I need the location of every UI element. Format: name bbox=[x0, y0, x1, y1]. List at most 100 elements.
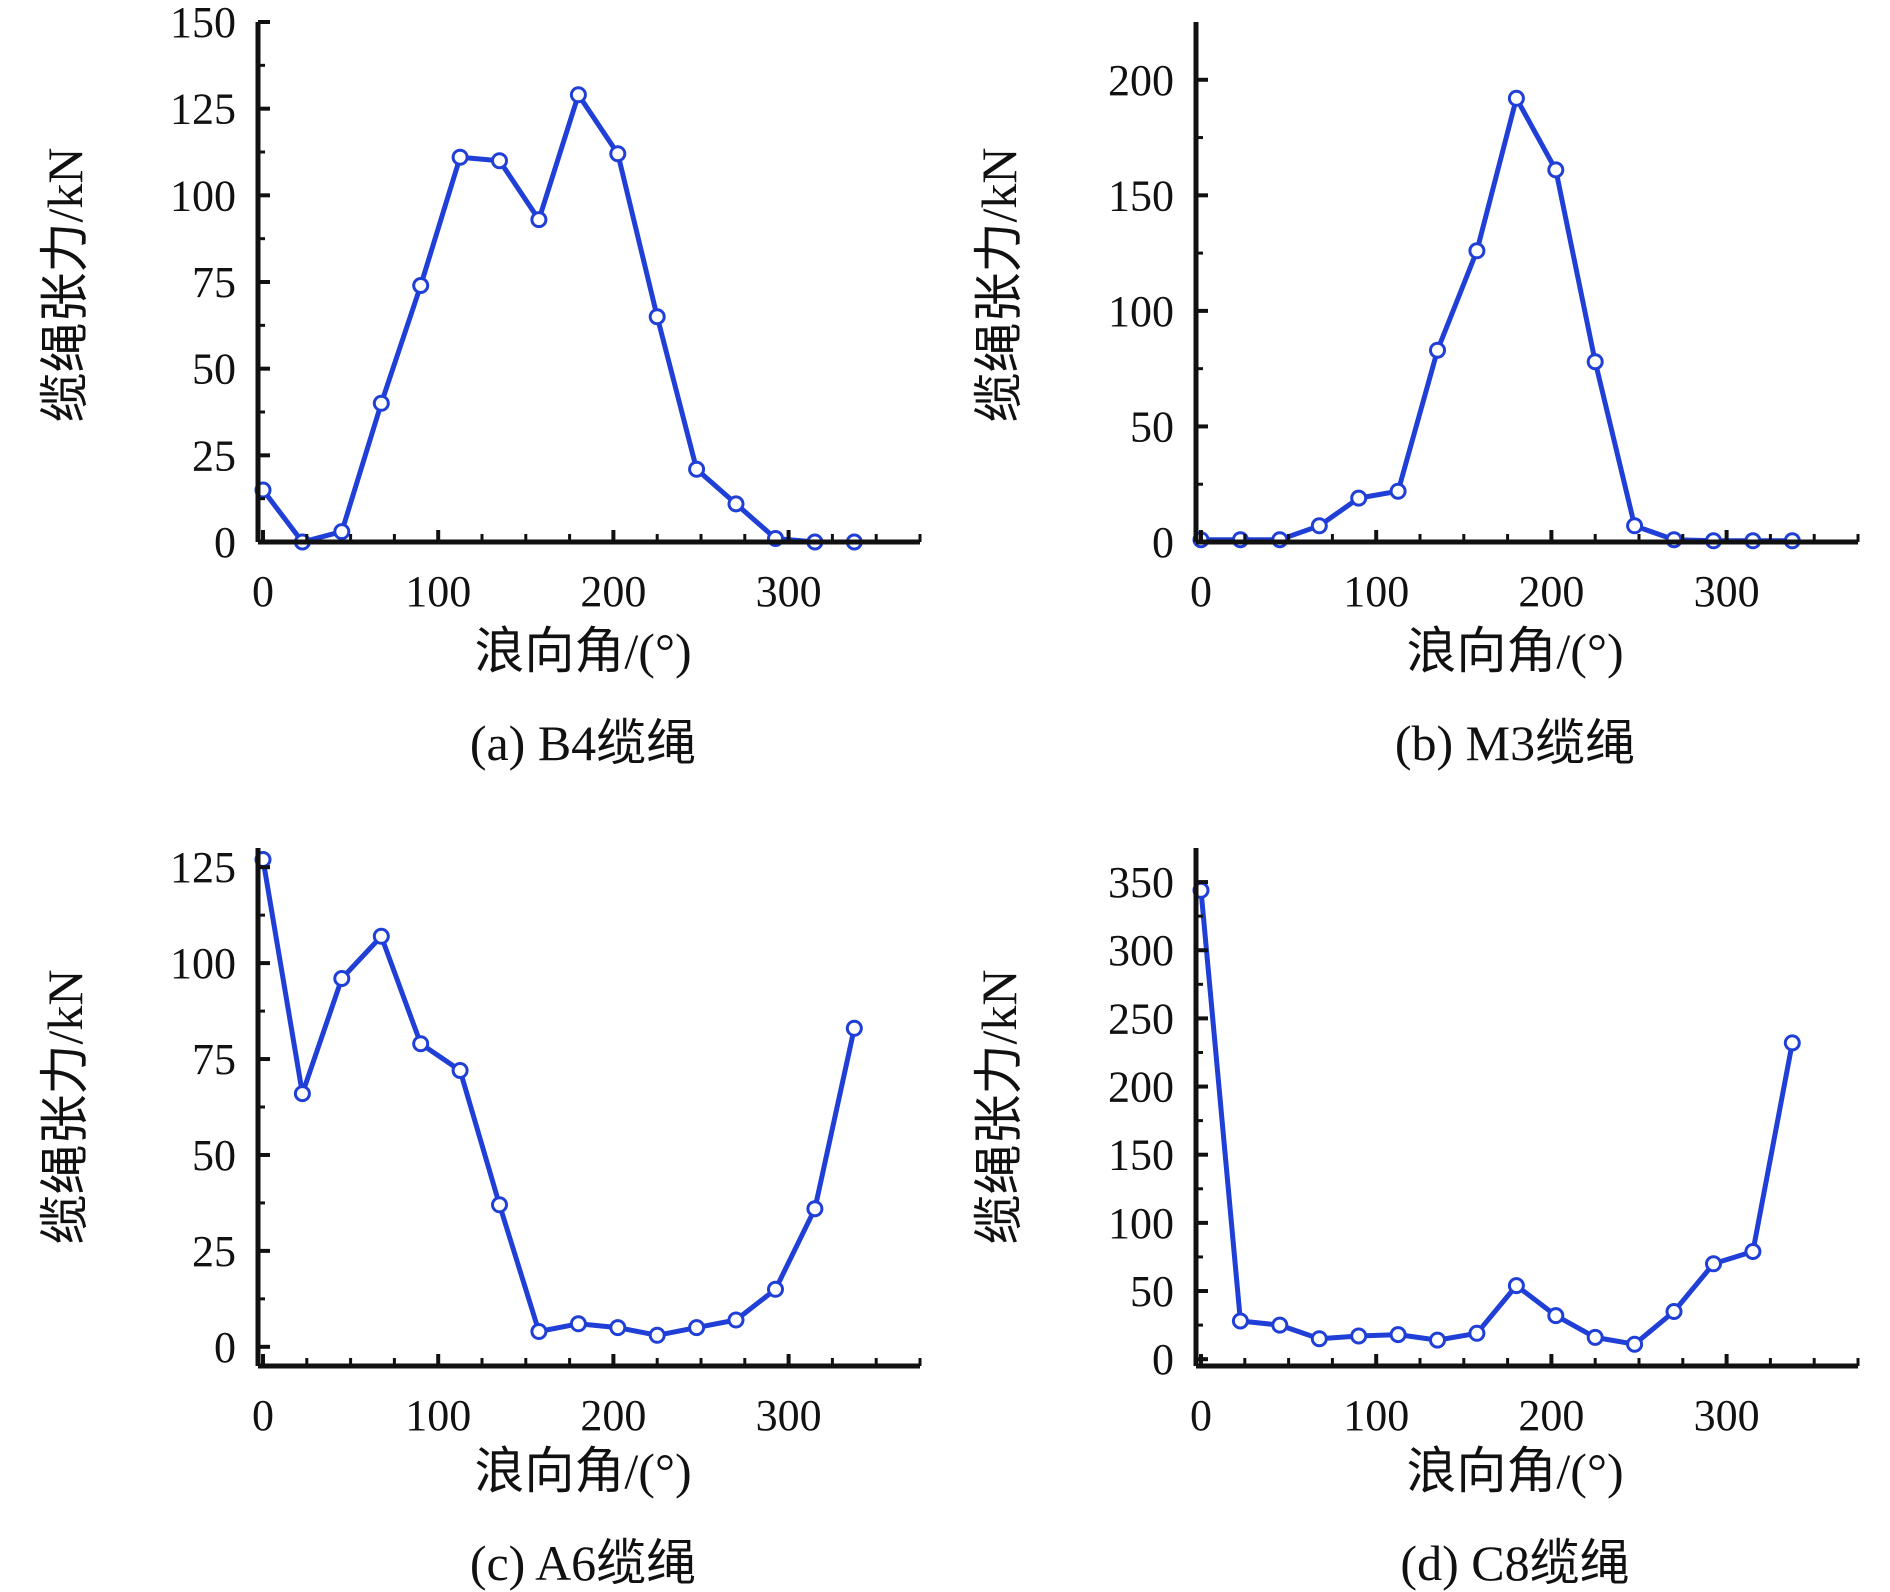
panel-d-data-point bbox=[1586, 1328, 1604, 1346]
panel-c-y-tick-label: 0 bbox=[214, 1323, 236, 1372]
panel-c-series bbox=[254, 851, 863, 1344]
panel-b-y-tick-label: 100 bbox=[1108, 287, 1174, 336]
panel-d-series-line bbox=[1198, 890, 1795, 1347]
panel-c-data-point bbox=[806, 1200, 824, 1218]
panel-c-y-axis-title: 缆绳张力/kN bbox=[37, 970, 93, 1245]
panel-b-data-point bbox=[1468, 242, 1486, 260]
panel-b-caption: (b) M3缆绳 bbox=[1395, 715, 1635, 771]
panel-d-caption: (d) C8缆绳 bbox=[1400, 1535, 1629, 1591]
panel-b-y-tick-label: 50 bbox=[1130, 402, 1174, 451]
panel-d-x-tick-label: 300 bbox=[1694, 1391, 1760, 1440]
panel-b-data-point bbox=[1547, 161, 1565, 179]
panel-c-y-tick-label: 75 bbox=[192, 1035, 236, 1084]
panel-d-y-tick-label: 250 bbox=[1108, 994, 1174, 1043]
panel-c-data-point bbox=[530, 1323, 548, 1340]
panel-d-x-tick-label: 0 bbox=[1190, 1391, 1212, 1440]
panel-b-data-point bbox=[1350, 489, 1368, 507]
panel-c-data-point bbox=[372, 927, 390, 945]
panel-d-x-tick-label: 200 bbox=[1518, 1391, 1584, 1440]
panel-c-data-point bbox=[648, 1326, 666, 1344]
panel-a-data-point bbox=[333, 523, 351, 541]
panel-c-x-tick-label: 300 bbox=[756, 1391, 822, 1440]
panel-b-data-point bbox=[1389, 482, 1407, 500]
panel-d-data-point bbox=[1429, 1331, 1446, 1349]
panel-d-y-tick-label: 300 bbox=[1108, 926, 1174, 975]
panel-a-data-point bbox=[412, 277, 430, 294]
panel-a-y-tick-label: 0 bbox=[214, 518, 236, 567]
panel-b-y-tick-label: 200 bbox=[1108, 56, 1174, 105]
panel-b-series-line bbox=[1201, 95, 1793, 544]
panel-a-y-axis-title: 缆绳张力/kN bbox=[37, 148, 93, 423]
panel-d-y-axis-title: 缆绳张力/kN bbox=[971, 970, 1027, 1245]
panel-a-x-tick-label: 0 bbox=[252, 567, 274, 616]
panel-b-x-axis-title: 浪向角/(°) bbox=[1406, 623, 1623, 679]
panel-d-data-point bbox=[1231, 1312, 1249, 1330]
panel-b-data-point bbox=[1429, 341, 1446, 359]
panel-a-data-point bbox=[609, 145, 627, 163]
panel-d-y-tick-label: 150 bbox=[1108, 1131, 1174, 1180]
panel-b-x-tick-label: 200 bbox=[1518, 567, 1584, 616]
panel-b-x-tick-label: 300 bbox=[1694, 567, 1760, 616]
panel-c-ticks: 0 25 50 75 100 125 0 100 200 300 bbox=[170, 843, 922, 1440]
panel-a-data-point bbox=[648, 308, 666, 326]
panel-d-ticks: 0 50 100 150 200 250 300 350 0 100 200 300 bbox=[1108, 858, 1860, 1440]
panel-c-x-axis-title: 浪向角/(°) bbox=[474, 1443, 691, 1499]
panel-c-data-point bbox=[333, 970, 351, 987]
panel-a-x-tick-label: 100 bbox=[405, 567, 471, 616]
panel-a-y-tick-label: 25 bbox=[192, 431, 236, 480]
panel-d-y-tick-label: 350 bbox=[1108, 858, 1174, 907]
panel-b-data-point bbox=[1626, 517, 1644, 535]
panel-b-data-point bbox=[1310, 517, 1328, 535]
panel-b: 0 50 100 150 200 0 100 200 300 缆绳张力/kN 浪向角/(°) (… bbox=[971, 22, 1860, 771]
panel-a-x-axis-title: 浪向角/(°) bbox=[474, 623, 691, 679]
panel-c-data-point bbox=[569, 1315, 587, 1333]
panel-c-data-point bbox=[845, 1019, 863, 1037]
panel-a-data-point bbox=[372, 394, 390, 412]
panel-c-data-point bbox=[688, 1319, 706, 1337]
panel-d-data-point bbox=[1783, 1034, 1801, 1052]
panel-d-y-tick-label: 100 bbox=[1108, 1199, 1174, 1248]
panel-d-x-tick-label: 100 bbox=[1343, 1391, 1409, 1440]
panel-d-y-tick-label: 50 bbox=[1130, 1267, 1174, 1316]
panel-d-data-point bbox=[1744, 1243, 1762, 1260]
panel-c-data-point bbox=[451, 1062, 469, 1079]
panel-c-y-tick-label: 25 bbox=[192, 1227, 236, 1276]
panel-c-y-tick-label: 125 bbox=[170, 843, 236, 892]
panel-b-y-tick-label: 150 bbox=[1108, 171, 1174, 220]
panel-d-data-point bbox=[1310, 1330, 1328, 1348]
panel-b-data-point bbox=[1507, 89, 1525, 107]
panel-c-y-tick-label: 100 bbox=[170, 939, 236, 988]
panel-d-series bbox=[1192, 881, 1801, 1353]
panel-d-data-point bbox=[1547, 1307, 1565, 1325]
panel-a-ticks: 0 25 50 75 100 125 150 0 100 200 300 bbox=[170, 0, 922, 616]
panel-d-data-point bbox=[1271, 1316, 1289, 1334]
panel-a-caption: (a) B4缆绳 bbox=[470, 715, 696, 771]
panel-d-x-axis-title: 浪向角/(°) bbox=[1406, 1443, 1623, 1499]
panel-b-x-tick-label: 100 bbox=[1343, 567, 1409, 616]
panel-d-data-point bbox=[1389, 1326, 1407, 1344]
panel-a-y-tick-label: 150 bbox=[170, 0, 236, 47]
panel-a: 0 25 50 75 100 125 150 0 100 200 300 缆绳张力/kN 浪向角/(… bbox=[37, 0, 922, 771]
panel-a-data-point bbox=[451, 148, 469, 166]
panel-a-x-tick-label: 200 bbox=[580, 567, 646, 616]
panel-b-y-tick-label: 0 bbox=[1152, 518, 1174, 567]
panel-c-data-point bbox=[491, 1196, 508, 1214]
panel-d-data-point bbox=[1665, 1303, 1683, 1320]
panel-b-ticks: 0 50 100 150 200 0 100 200 300 bbox=[1108, 56, 1860, 616]
panel-a-x-tick-label: 300 bbox=[756, 567, 822, 616]
panel-b-series bbox=[1192, 89, 1801, 550]
panel-a-y-tick-label: 100 bbox=[170, 171, 236, 220]
panel-d-data-point bbox=[1626, 1335, 1644, 1353]
panel-b-x-tick-label: 0 bbox=[1190, 567, 1212, 616]
panel-d-data-point bbox=[1468, 1324, 1486, 1342]
panel-b-y-axis-title: 缆绳张力/kN bbox=[971, 148, 1027, 423]
panel-a-data-point bbox=[569, 86, 587, 104]
panel-c-x-tick-label: 0 bbox=[252, 1391, 274, 1440]
panel-d-data-point bbox=[1705, 1255, 1722, 1273]
panel-a-data-point bbox=[530, 211, 548, 229]
panel-a-series bbox=[254, 86, 863, 551]
panel-a-y-tick-label: 75 bbox=[192, 258, 236, 307]
panel-c-x-tick-label: 100 bbox=[405, 1391, 471, 1440]
